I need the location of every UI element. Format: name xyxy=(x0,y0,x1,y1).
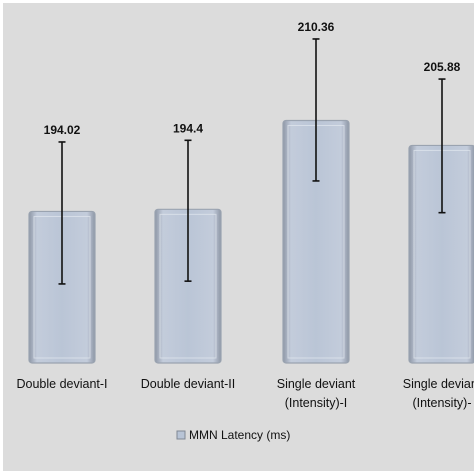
category-label-2: Double deviant-II xyxy=(141,377,236,391)
data-label-2: 194.4 xyxy=(173,121,203,135)
error-bar-1 xyxy=(58,141,66,285)
data-label-1: 194.02 xyxy=(44,123,81,137)
error-bar-3 xyxy=(312,38,320,182)
category-label-4: Single deviant (Intensity)- xyxy=(403,377,474,410)
data-label-3: 210.36 xyxy=(298,20,335,34)
error-bar-4 xyxy=(438,78,446,214)
data-label-4: 205.88 xyxy=(424,60,461,74)
legend-label: MMN Latency (ms) xyxy=(189,428,290,442)
legend-swatch xyxy=(176,430,186,440)
error-bar-2 xyxy=(184,139,192,282)
category-label-3: Single deviant (Intensity)-I xyxy=(277,377,356,410)
category-label-1: Double deviant-I xyxy=(16,377,107,391)
